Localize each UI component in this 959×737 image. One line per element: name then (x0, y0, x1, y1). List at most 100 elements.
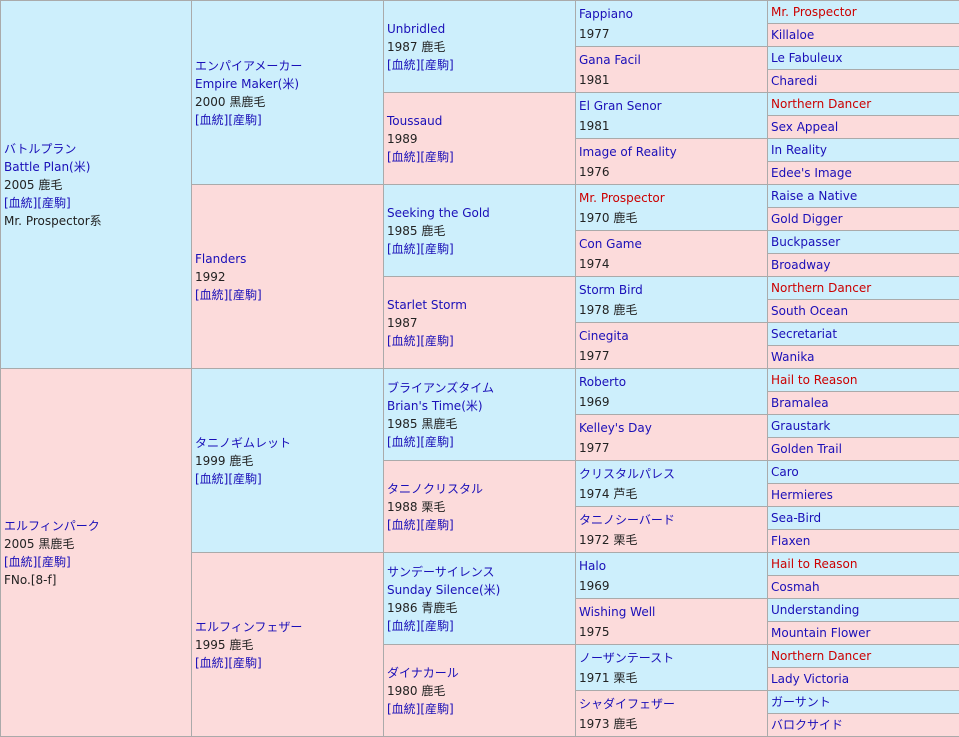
gen4-cell-9: Roberto 1969 (576, 369, 768, 415)
pedigree-progeny-links[interactable]: [血統][産駒] (4, 553, 188, 571)
gen4-cell-16: シャダイフェザー 1973 鹿毛 (576, 691, 768, 737)
pedigree-progeny-links[interactable]: [血統][産駒] (195, 654, 380, 672)
pedigree-progeny-links[interactable]: [血統][産駒] (387, 700, 572, 718)
horse-name-link[interactable]: Mr. Prospector (771, 5, 857, 19)
horse-english-name[interactable]: Battle Plan(米) (4, 158, 188, 176)
horse-name-link[interactable]: Roberto (579, 372, 764, 392)
horse-name-link[interactable]: Flanders (195, 250, 380, 268)
horse-name-link[interactable]: Mr. Prospector (579, 188, 764, 208)
pedigree-progeny-links[interactable]: [血統][産駒] (387, 516, 572, 534)
horse-name-link[interactable]: Hail to Reason (771, 373, 857, 387)
gen5-cell-31: ガーサント (768, 691, 959, 714)
gen5-cell-6: Sex Appeal (768, 116, 959, 139)
horse-english-name[interactable]: Brian's Time(米) (387, 397, 572, 415)
horse-name-link[interactable]: In Reality (771, 143, 827, 157)
horse-name-link[interactable]: South Ocean (771, 304, 848, 318)
gen5-cell-17: Hail to Reason (768, 369, 959, 392)
horse-name-link[interactable]: Cosmah (771, 580, 820, 594)
horse-name-link[interactable]: サンデーサイレンス (387, 563, 572, 581)
gen3-cell-4: Starlet Storm 1987 [血統][産駒] (384, 277, 576, 369)
gen5-cell-21: Caro (768, 461, 959, 484)
horse-name-link[interactable]: Understanding (771, 603, 859, 617)
horse-name-link[interactable]: Seeking the Gold (387, 204, 572, 222)
pedigree-progeny-links[interactable]: [血統][産駒] (387, 240, 572, 258)
horse-name-link[interactable]: Halo (579, 556, 764, 576)
horse-name-link[interactable]: Bramalea (771, 396, 829, 410)
horse-name-link[interactable]: バロクサイド (771, 718, 843, 732)
horse-name-link[interactable]: Secretariat (771, 327, 837, 341)
horse-name-link[interactable]: エルフィンパーク (4, 517, 188, 535)
horse-name-link[interactable]: Hail to Reason (771, 557, 857, 571)
pedigree-progeny-links[interactable]: [血統][産駒] (387, 433, 572, 451)
horse-name-link[interactable]: Con Game (579, 234, 764, 254)
horse-year-color: 2005 鹿毛 (4, 176, 188, 194)
pedigree-progeny-links[interactable]: [血統][産駒] (387, 56, 572, 74)
horse-name-link[interactable]: Graustark (771, 419, 830, 433)
pedigree-progeny-links[interactable]: [血統][産駒] (195, 470, 380, 488)
horse-name-link[interactable]: Flaxen (771, 534, 810, 548)
horse-name-link[interactable]: Le Fabuleux (771, 51, 842, 65)
gen3-cell-5: ブライアンズタイム Brian's Time(米) 1985 黒鹿毛 [血統][… (384, 369, 576, 461)
pedigree-progeny-links[interactable]: [血統][産駒] (387, 332, 572, 350)
horse-name-link[interactable]: エンパイアメーカー (195, 57, 380, 75)
horse-name-link[interactable]: シャダイフェザー (579, 694, 764, 714)
horse-name-link[interactable]: Sex Appeal (771, 120, 838, 134)
horse-name-link[interactable]: Northern Dancer (771, 97, 871, 111)
horse-name-link[interactable]: Kelley's Day (579, 418, 764, 438)
gen5-cell-19: Graustark (768, 415, 959, 438)
gen5-cell-16: Wanika (768, 346, 959, 369)
pedigree-progeny-links[interactable]: [血統][産駒] (387, 148, 572, 166)
horse-name-link[interactable]: Caro (771, 465, 799, 479)
horse-name-link[interactable]: Broadway (771, 258, 830, 272)
horse-year-color: 1977 (579, 438, 764, 458)
horse-name-link[interactable]: Toussaud (387, 112, 572, 130)
horse-name-link[interactable]: Killaloe (771, 28, 814, 42)
horse-name-link[interactable]: Sea-Bird (771, 511, 821, 525)
horse-name-link[interactable]: Wanika (771, 350, 814, 364)
horse-english-name[interactable]: Empire Maker(米) (195, 75, 380, 93)
horse-name-link[interactable]: Edee's Image (771, 166, 852, 180)
gen3-cell-2: Toussaud 1989 [血統][産駒] (384, 93, 576, 185)
horse-name-link[interactable]: Charedi (771, 74, 817, 88)
horse-name-link[interactable]: クリスタルパレス (579, 464, 764, 484)
horse-name-link[interactable]: Unbridled (387, 20, 572, 38)
horse-year-color: 1995 鹿毛 (195, 636, 380, 654)
horse-name-link[interactable]: タニノシーバード (579, 510, 764, 530)
horse-name-link[interactable]: Fappiano (579, 4, 764, 24)
pedigree-progeny-links[interactable]: [血統][産駒] (195, 111, 380, 129)
horse-name-link[interactable]: Gold Digger (771, 212, 843, 226)
horse-name-link[interactable]: ガーサント (771, 695, 831, 709)
horse-name-link[interactable]: Gana Facil (579, 50, 764, 70)
horse-year-color: 2005 黒鹿毛 (4, 535, 188, 553)
horse-name-link[interactable]: タニノクリスタル (387, 480, 572, 498)
horse-name-link[interactable]: Lady Victoria (771, 672, 849, 686)
horse-english-name[interactable]: Sunday Silence(米) (387, 581, 572, 599)
horse-name-link[interactable]: Wishing Well (579, 602, 764, 622)
horse-name-link[interactable]: Storm Bird (579, 280, 764, 300)
horse-name-link[interactable]: Mountain Flower (771, 626, 870, 640)
horse-name-link[interactable]: エルフィンフェザー (195, 618, 380, 636)
gen5-cell-5: Northern Dancer (768, 93, 959, 116)
horse-name-link[interactable]: Buckpasser (771, 235, 840, 249)
pedigree-progeny-links[interactable]: [血統][産駒] (387, 617, 572, 635)
horse-name-link[interactable]: Raise a Native (771, 189, 857, 203)
gen4-cell-3: El Gran Senor 1981 (576, 93, 768, 139)
horse-name-link[interactable]: El Gran Senor (579, 96, 764, 116)
horse-name-link[interactable]: ブライアンズタイム (387, 379, 572, 397)
gen3-cell-1: Unbridled 1987 鹿毛 [血統][産駒] (384, 1, 576, 93)
horse-name-link[interactable]: Cinegita (579, 326, 764, 346)
horse-name-link[interactable]: Northern Dancer (771, 649, 871, 663)
pedigree-progeny-links[interactable]: [血統][産駒] (4, 194, 188, 212)
horse-name-link[interactable]: ノーザンテースト (579, 648, 764, 668)
horse-name-link[interactable]: タニノギムレット (195, 434, 380, 452)
horse-year-color: 1992 (195, 268, 380, 286)
horse-name-link[interactable]: Hermieres (771, 488, 833, 502)
horse-name-link[interactable]: Image of Reality (579, 142, 764, 162)
horse-name-link[interactable]: Golden Trail (771, 442, 842, 456)
horse-year-color: 1973 鹿毛 (579, 714, 764, 734)
horse-name-link[interactable]: バトルプラン (4, 140, 188, 158)
pedigree-progeny-links[interactable]: [血統][産駒] (195, 286, 380, 304)
gen3-cell-3: Seeking the Gold 1985 鹿毛 [血統][産駒] (384, 185, 576, 277)
horse-name-link[interactable]: Northern Dancer (771, 281, 871, 295)
horse-name-link[interactable]: Starlet Storm (387, 296, 572, 314)
